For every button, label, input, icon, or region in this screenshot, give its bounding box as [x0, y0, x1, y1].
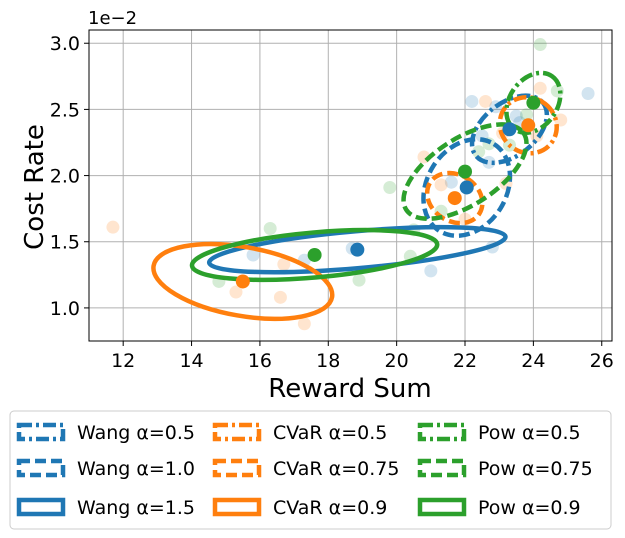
legend-swatch-cvar-solid: [212, 497, 262, 517]
cvar-mean-marker: [235, 274, 250, 289]
legend-label: Pow α=0.5: [478, 422, 581, 444]
legend-swatch-wang-dashdot: [16, 422, 66, 442]
legend: Wang α=0.5 Wang α=1.0 Wang α=1.5 CVaR α=0.5…: [9, 410, 612, 530]
x-tick-label: 20: [385, 350, 409, 372]
confidence-ellipses: [151, 70, 563, 322]
y-axis-label: Cost Rate: [20, 124, 50, 250]
legend-label: Wang α=1.5: [77, 497, 195, 519]
cvar-mean-marker: [447, 191, 462, 206]
cvar-scatter-point: [106, 220, 120, 234]
scatter-points: [106, 38, 595, 331]
legend-swatch-cvar-dashed: [212, 458, 262, 478]
cvar-scatter-point: [434, 178, 448, 192]
pow-scatter-point: [550, 84, 564, 98]
pow-scatter-point: [383, 180, 397, 194]
wang-scatter-point: [424, 264, 438, 278]
legend-label: Pow α=0.9: [478, 497, 581, 519]
pow-scatter-point: [263, 222, 277, 236]
wang-mean-marker: [459, 180, 474, 195]
y-tick-label: 1.5: [50, 232, 80, 254]
cvar-scatter-point: [297, 317, 311, 331]
cvar-scatter-point: [554, 113, 568, 127]
x-tick-label: 14: [179, 350, 203, 372]
grid-lines: [89, 30, 612, 341]
pow-mean-marker: [526, 95, 541, 110]
legend-label: Pow α=0.75: [478, 458, 593, 480]
cvar-scatter-point: [533, 81, 547, 95]
legend-label: Wang α=1.0: [77, 458, 195, 480]
legend-swatch-pow-solid: [417, 497, 467, 517]
x-axis-label: Reward Sum: [268, 374, 431, 404]
legend-swatch-wang-dashed: [16, 458, 66, 478]
y-offset-label: 1e−2: [88, 8, 137, 29]
plot-frame: [88, 29, 613, 342]
pow-ellipse-solid: [189, 227, 440, 283]
wang-scatter-point: [509, 109, 523, 123]
wang-scatter-point: [465, 94, 479, 108]
legend-label: CVaR α=0.9: [273, 497, 387, 519]
x-tick-label: 24: [521, 350, 545, 372]
cvar-scatter-point: [479, 94, 493, 108]
cvar-ellipse-solid: [151, 241, 335, 322]
wang-scatter-point: [246, 248, 260, 262]
y-tick-label: 2.5: [50, 99, 80, 121]
legend-label: CVaR α=0.75: [273, 458, 399, 480]
x-ticks: 12 14 16 18 20 22 24 26: [111, 341, 614, 372]
legend-label: Wang α=0.5: [77, 422, 195, 444]
wang-scatter-point: [581, 87, 595, 101]
cvar-scatter-point: [273, 290, 287, 304]
wang-mean-marker: [350, 242, 365, 257]
legend-swatch-wang-solid: [16, 497, 66, 517]
pow-ellipse-dashdot: [504, 70, 563, 135]
legend-swatch-pow-dashed: [417, 458, 467, 478]
pow-mean-marker: [307, 247, 322, 262]
pow-scatter-point: [533, 38, 547, 52]
pow-scatter-point: [352, 273, 366, 287]
mean-markers: [235, 95, 541, 289]
x-tick-label: 26: [590, 350, 614, 372]
wang-scatter-point: [444, 175, 458, 189]
legend-swatch-pow-dashdot: [417, 422, 467, 442]
legend-label: CVaR α=0.5: [273, 422, 387, 444]
pow-scatter-point: [472, 145, 486, 159]
wang-mean-marker: [502, 122, 517, 137]
wang-scatter-point: [482, 155, 496, 169]
cvar-scatter-point: [277, 257, 291, 271]
wang-ellipse-dashed: [421, 136, 513, 239]
y-tick-label: 2.0: [50, 166, 80, 188]
x-tick-label: 22: [453, 350, 477, 372]
y-tick-label: 3.0: [50, 33, 80, 55]
x-tick-label: 16: [248, 350, 272, 372]
y-tick-label: 1.0: [50, 298, 80, 320]
legend-swatch-cvar-dashdot: [212, 422, 262, 442]
cvar-scatter-point: [229, 285, 243, 299]
pow-mean-marker: [458, 164, 473, 179]
x-tick-label: 12: [111, 350, 135, 372]
cvar-mean-marker: [521, 118, 536, 133]
y-ticks: 1.0 1.5 2.0 2.5 3.0: [50, 33, 89, 320]
pow-scatter-point: [520, 108, 534, 122]
x-tick-label: 18: [316, 350, 340, 372]
